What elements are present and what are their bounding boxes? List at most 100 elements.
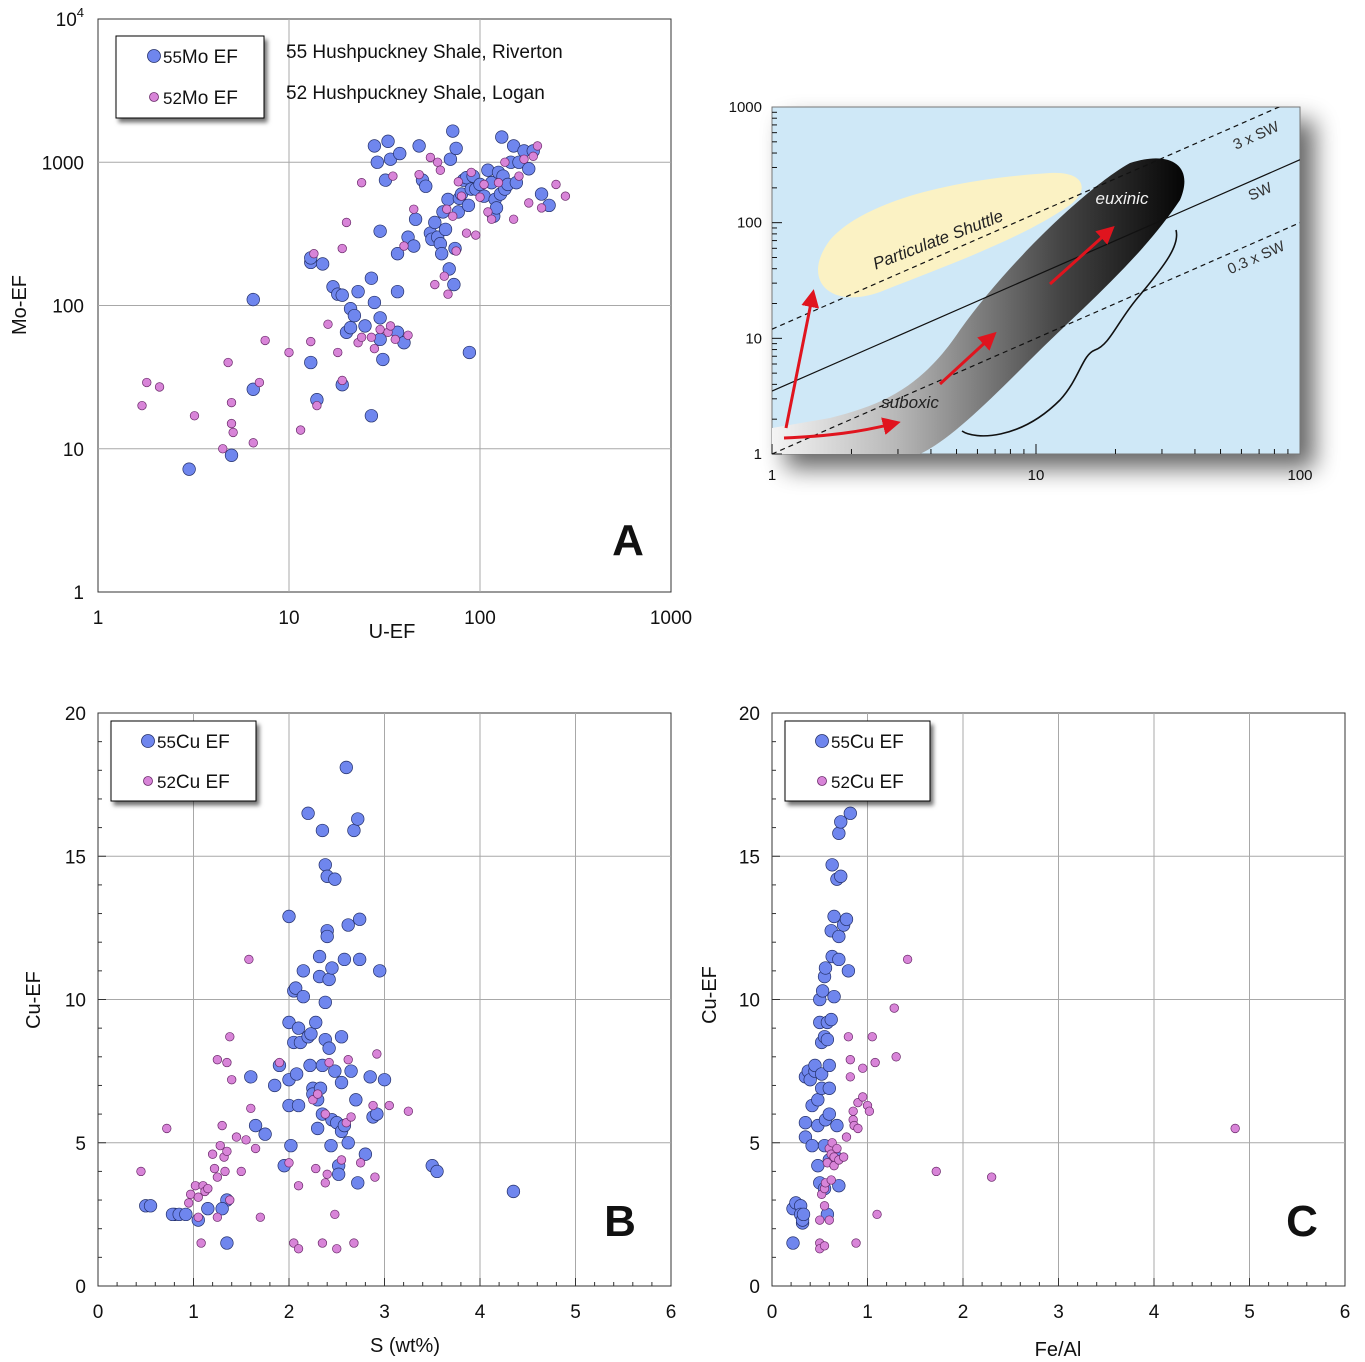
inset-arrow-suboxic-base: [783, 417, 901, 440]
point-52: [1230, 1123, 1240, 1134]
panel-c-xlabel: Fe/Al: [1035, 1339, 1082, 1361]
point-52: [870, 1057, 880, 1068]
panel-c-letter: C: [1286, 1197, 1318, 1246]
xtick-label: 2: [958, 1302, 969, 1323]
panel-a-point-52: [508, 214, 519, 224]
panel-a-ytick-label: 1000: [42, 153, 84, 174]
point-52: [317, 1238, 328, 1248]
xtick-label: 2: [284, 1302, 295, 1323]
panel-a-point-55: [376, 352, 390, 367]
point-52: [349, 1238, 359, 1248]
point-52: [845, 1055, 855, 1065]
panel-a-point-55: [370, 155, 384, 169]
point-52: [136, 1166, 146, 1177]
point-52: [824, 1215, 834, 1225]
xtick-label: 0: [767, 1302, 778, 1323]
point-55: [832, 1179, 846, 1193]
point-52: [293, 1181, 304, 1191]
panel-b-legend-marker-55: [141, 734, 155, 748]
panel-c-grid: [772, 713, 1345, 1286]
point-52: [244, 954, 254, 965]
point-55: [301, 806, 315, 820]
xtick-label: 5: [1244, 1302, 1255, 1323]
point-52: [236, 1166, 246, 1177]
panel-a-point-52: [475, 192, 485, 202]
point-55: [320, 929, 334, 944]
point-52: [815, 1215, 825, 1225]
point-55: [289, 1067, 304, 1081]
point-55: [818, 961, 833, 975]
panel-a-point-52: [479, 179, 489, 190]
point-55: [825, 858, 839, 872]
panel-a-point-55: [364, 409, 379, 423]
ytick-label: 10: [65, 991, 86, 1012]
point-52: [284, 1158, 294, 1168]
point-55: [304, 1027, 318, 1041]
panel-a-point-52: [228, 427, 238, 438]
panel-a-point-52: [483, 207, 493, 217]
point-52: [872, 1209, 882, 1220]
point-55: [815, 984, 830, 998]
panel-a-point-55: [343, 321, 358, 335]
point-55: [358, 1147, 373, 1161]
panel-a-point-52: [356, 332, 367, 342]
inset-suboxic-euxinic-zone: [772, 158, 1185, 454]
panel-a-ytick-label: 100: [52, 297, 84, 318]
panel-a-point-52: [248, 438, 258, 448]
point-55: [328, 1064, 342, 1078]
panel-a-point-52: [500, 157, 510, 167]
point-55: [827, 909, 841, 924]
point-55: [332, 1167, 346, 1181]
point-52: [212, 1172, 223, 1182]
panel-a-point-52: [189, 411, 200, 421]
point-55: [244, 1070, 258, 1084]
point-55: [351, 812, 365, 826]
panel-a-point-52: [514, 171, 524, 181]
point-55: [296, 964, 310, 978]
point-52: [225, 1195, 235, 1205]
point-52: [372, 1049, 382, 1059]
xtick-label: 6: [1340, 1302, 1351, 1323]
point-52: [320, 1178, 330, 1188]
ytick-label: 20: [65, 704, 86, 725]
panel-a-point-52: [306, 336, 316, 347]
inset-arrow-shuttle: [784, 289, 820, 429]
panel-a-point-52: [439, 271, 449, 281]
inset-line-1: [772, 159, 1300, 392]
inset-line-0: [772, 107, 1281, 330]
panel-c-ylabel: Cu-EF: [699, 966, 721, 1024]
point-52: [324, 1057, 334, 1068]
panel-a-ytick-top: 104: [56, 5, 84, 31]
inset-brace: [961, 229, 1178, 437]
panel-a-point-55: [428, 215, 442, 230]
panel-a-xtick-label: 1: [93, 608, 104, 629]
panel-b-legend-label-52: 52Cu EF: [157, 772, 230, 793]
point-55: [215, 1201, 229, 1216]
panel-a-point-52: [137, 400, 147, 411]
panel-a-legend-text-55: Mo EF: [182, 47, 238, 68]
point-52: [322, 1169, 332, 1179]
point-55: [798, 1116, 813, 1130]
panel-a-point-55: [347, 308, 362, 323]
point-55: [322, 1041, 336, 1055]
point-52: [902, 954, 913, 965]
panel-a-point-55: [447, 277, 461, 292]
panel-a-point-55: [373, 224, 387, 238]
point-52: [826, 1175, 836, 1185]
point-52: [370, 1172, 380, 1182]
panel-a-letter: A: [612, 516, 644, 565]
panel-a-point-55: [534, 187, 549, 201]
panel-a-legend-marker-52: [149, 92, 159, 102]
panel-a-point-55: [407, 239, 421, 253]
panel-a-point-52: [254, 377, 265, 388]
panel-a-point-52: [442, 204, 452, 214]
panel-a-point-55: [441, 192, 455, 207]
xtick-label: 0: [93, 1302, 104, 1323]
point-52: [246, 1103, 256, 1114]
inset-ytick-label: 1000: [729, 99, 762, 116]
panel-a-point-52: [312, 400, 322, 411]
point-55: [832, 826, 846, 840]
point-55: [811, 1093, 825, 1107]
panel-a-xtick-label: 10: [278, 608, 299, 629]
